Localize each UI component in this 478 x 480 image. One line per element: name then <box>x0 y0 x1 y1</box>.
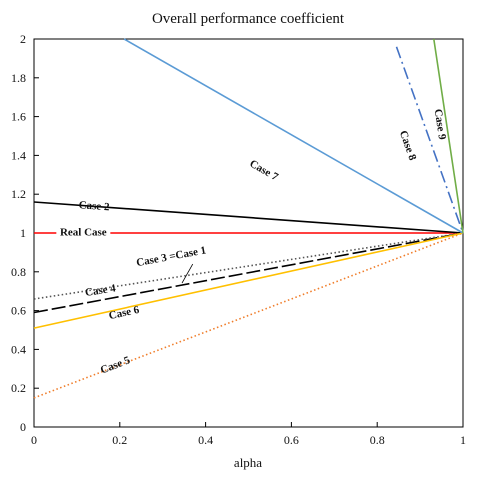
annotation-case-9: Case 9 <box>432 108 449 141</box>
y-tick-label: 0.4 <box>11 342 26 356</box>
x-tick-label: 0.4 <box>198 433 213 447</box>
y-tick-label: 0.6 <box>11 304 26 318</box>
series-line-case-2 <box>33 201 464 234</box>
annotation-real-case: Real Case <box>60 227 107 239</box>
y-tick-label: 1.6 <box>11 110 26 124</box>
x-tick-label: 1 <box>460 433 466 447</box>
x-tick-label: 0.2 <box>112 433 127 447</box>
series-line-case-8 <box>395 46 464 234</box>
series-line-case-7 <box>123 38 464 234</box>
x-axis-label: alpha <box>234 455 262 470</box>
series-line-case-6 <box>33 232 464 329</box>
annotations-layer: Case 2 Real Case Case 3 =Case 1 Case 4 Case … <box>56 108 449 377</box>
y-tick-label: 1.8 <box>11 71 26 85</box>
y-tick-label: 0.8 <box>11 265 26 279</box>
y-tick-label: 0 <box>20 420 26 434</box>
y-tick-label: 2 <box>20 32 26 46</box>
x-tick-label: 0.8 <box>370 433 385 447</box>
annotation-case-3-case-1: Case 3 =Case 1 <box>135 244 207 269</box>
annotation-case-2: Case 2 <box>78 199 110 213</box>
y-tick-label: 0.2 <box>11 381 26 395</box>
annotation-pointer <box>181 263 194 284</box>
y-tick-label: 1.4 <box>11 148 26 162</box>
y-tick-label: 1.2 <box>11 187 26 201</box>
annotation-case-6: Case 6 <box>108 304 141 322</box>
axes: 0 0.2 0.4 0.6 0.8 1 0 0.2 0.4 0.6 0.8 1 1.2 1.4 1.6 1.8… <box>11 32 466 447</box>
annotation-case-5: Case 5 <box>99 354 133 376</box>
x-tick-label: 0 <box>31 433 37 447</box>
x-tick-label: 0.6 <box>284 433 299 447</box>
series-line-case-5 <box>33 232 464 399</box>
series-line-case-3-case-1 <box>33 232 464 314</box>
annotation-case-7: Case 7 <box>247 158 280 184</box>
annotation-case-8: Case 8 <box>397 129 419 163</box>
series-layer <box>33 38 464 399</box>
annotation-background <box>56 226 111 240</box>
series-line-case-9 <box>433 38 464 234</box>
y-tick-label: 1 <box>20 226 26 240</box>
annotation-case-4: Case 4 <box>84 282 117 299</box>
series-line-case-4 <box>33 232 464 300</box>
chart-title: Overall performance coefficient <box>152 11 345 27</box>
